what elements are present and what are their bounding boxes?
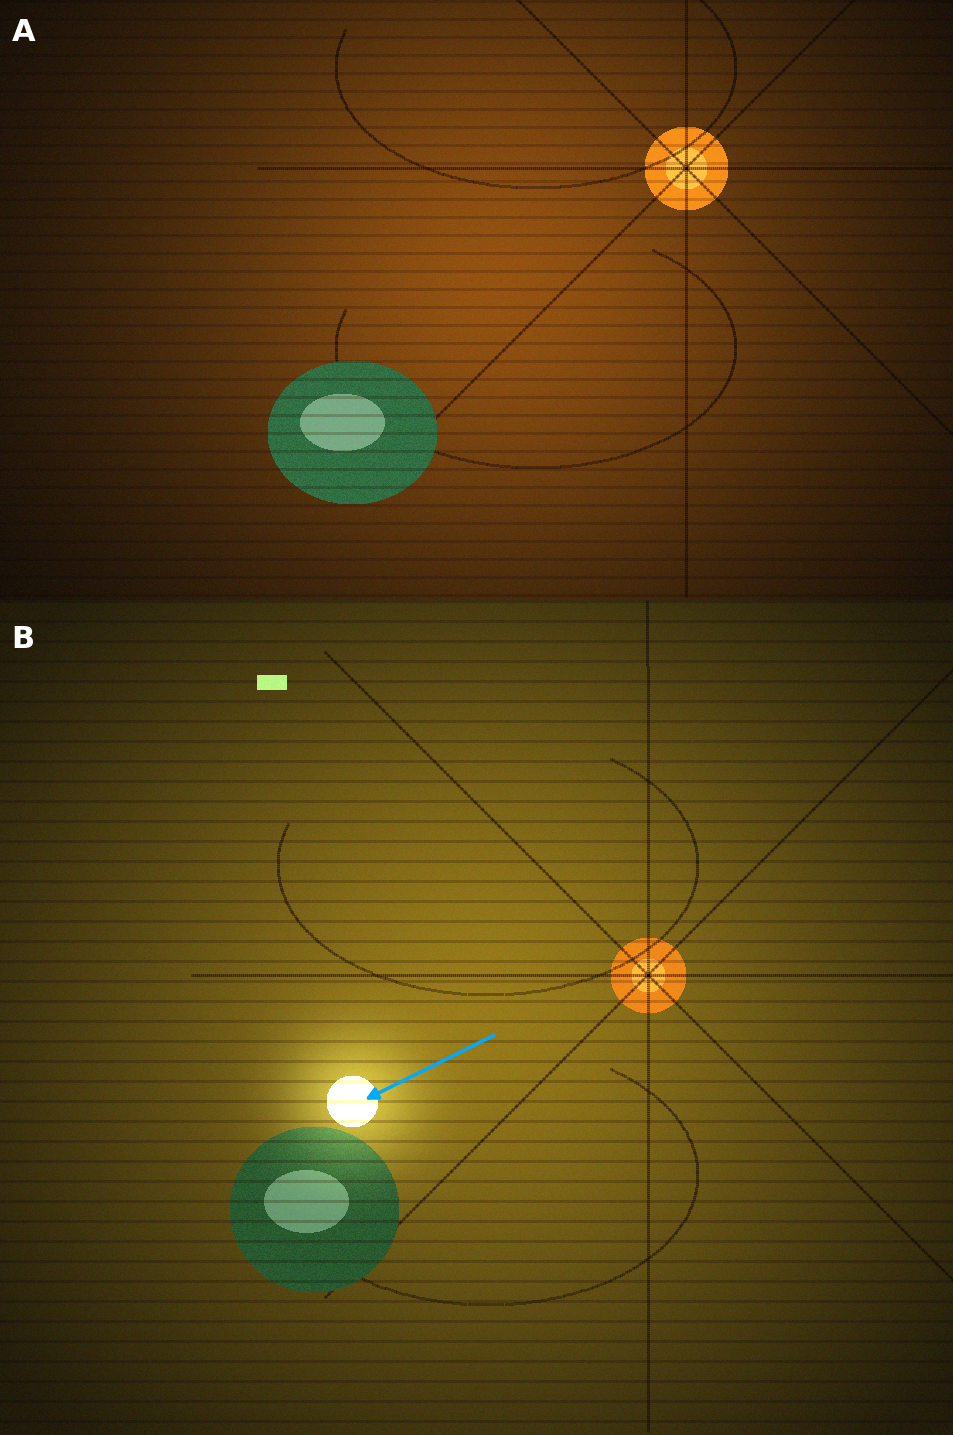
Text: B: B bbox=[11, 626, 34, 654]
Text: A: A bbox=[11, 19, 35, 47]
